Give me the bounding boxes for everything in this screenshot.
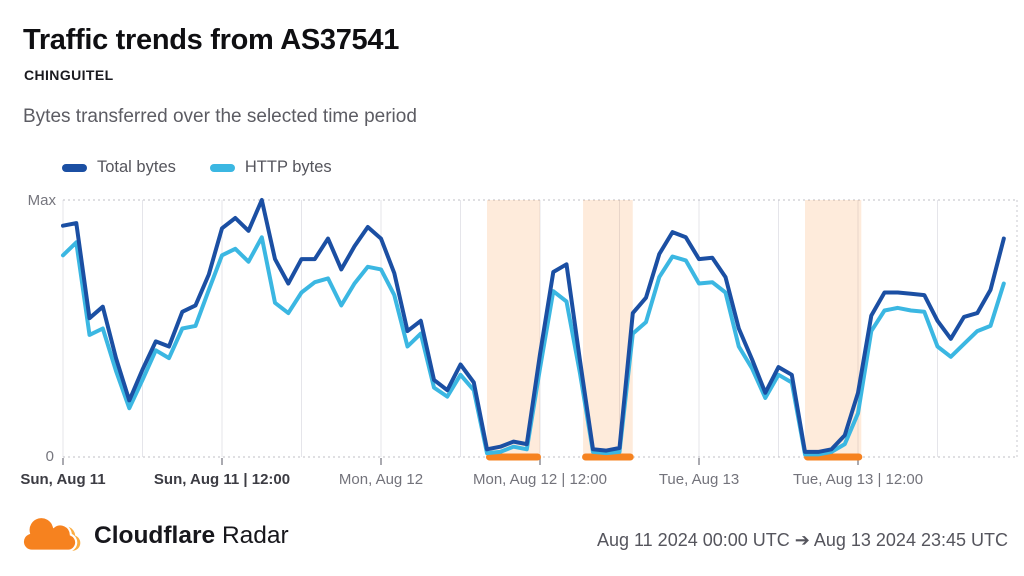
- anomaly-bar[interactable]: [582, 453, 634, 461]
- date-range-label: Aug 11 2024 00:00 UTC ➔ Aug 13 2024 23:4…: [596, 530, 1008, 550]
- total-bytes-line: [61, 198, 1006, 454]
- brand-wordmark: Cloudflare Radar: [94, 522, 289, 549]
- x-tick-label: Mon, Aug 12 | 12:00: [473, 471, 607, 488]
- chart-description: Bytes transferred over the selected time…: [23, 106, 417, 127]
- x-tick-label: Sun, Aug 11 | 12:00: [153, 471, 291, 488]
- chart-legend: Total bytes HTTP bytes: [62, 158, 332, 177]
- x-tick-label: Tue, Aug 13 | 12:00: [792, 471, 924, 488]
- cloudflare-logo-icon: [21, 518, 81, 552]
- y-axis-max-label: Max: [27, 192, 56, 209]
- x-tick-label: Mon, Aug 12: [338, 471, 424, 488]
- legend-item-total-bytes[interactable]: Total bytes: [62, 158, 176, 177]
- total-bytes-swatch: [62, 163, 87, 172]
- x-tick-label: Tue, Aug 13: [658, 471, 740, 488]
- legend-item-http-bytes[interactable]: HTTP bytes: [209, 158, 332, 177]
- anomaly-bar[interactable]: [486, 453, 541, 461]
- asn-org-name: CHINGUITEL: [24, 67, 114, 83]
- x-tick-label: Sun, Aug 11: [20, 471, 106, 488]
- anomaly-region[interactable]: [583, 200, 633, 457]
- anomaly-region[interactable]: [805, 200, 862, 457]
- y-axis-zero-label: 0: [45, 448, 54, 465]
- http-bytes-swatch: [209, 163, 235, 172]
- legend-label: HTTP bytes: [244, 158, 332, 176]
- page-title: Traffic trends from AS37541: [23, 24, 400, 56]
- brand-footer: Cloudflare Radar: [21, 518, 289, 554]
- legend-label: Total bytes: [97, 158, 176, 176]
